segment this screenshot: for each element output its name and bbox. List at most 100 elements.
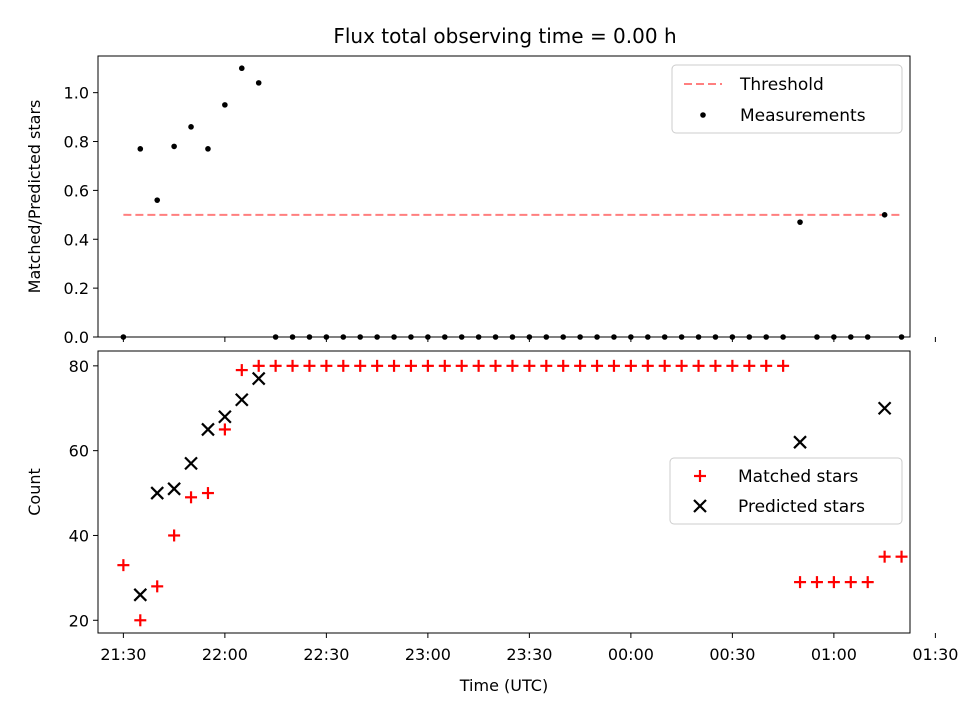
measurement-point xyxy=(594,334,600,340)
matched-star-point xyxy=(489,359,502,372)
bottom-x-tick-label: 22:30 xyxy=(303,645,349,664)
predicted-star-point xyxy=(150,486,164,500)
measurement-point xyxy=(391,334,397,340)
matched-star-point xyxy=(421,359,434,372)
measurement-point xyxy=(628,334,634,340)
matched-star-point xyxy=(726,359,739,372)
bottom-x-tick-label: 01:30 xyxy=(912,645,958,664)
measurement-point xyxy=(137,146,144,152)
measurement-point xyxy=(712,334,719,340)
top-legend: Threshold Measurements xyxy=(671,64,903,134)
bottom-y-tick-label: 60 xyxy=(69,442,89,461)
matched-star-point xyxy=(252,359,265,372)
predicted-star-point xyxy=(184,456,198,471)
measurement-point xyxy=(475,334,482,340)
measurement-point xyxy=(814,334,820,340)
bottom-panel: 20 40 60 80 21:30 22:00 22:30 23:00 23:30 00:00 00… xyxy=(25,350,958,695)
measurement-point xyxy=(695,334,702,340)
matched-star-point xyxy=(438,359,451,372)
bottom-x-tick-label: 22:00 xyxy=(202,645,248,664)
matched-star-point xyxy=(878,550,891,563)
top-y-tick-label: 0.4 xyxy=(64,230,89,249)
measurement-point xyxy=(864,334,871,340)
measurement-point xyxy=(205,146,211,152)
measurement-point xyxy=(678,334,685,340)
measurement-point xyxy=(188,124,194,130)
matched-star-point xyxy=(117,559,130,572)
matched-star-point xyxy=(557,359,570,372)
measurement-point xyxy=(661,334,668,340)
legend-measurements-swatch xyxy=(700,112,706,118)
matched-star-point xyxy=(675,359,688,372)
top-panel: 0.0 0.2 0.4 0.6 0.8 1.0 Matched/Predicted star… xyxy=(25,55,936,347)
matched-star-point xyxy=(743,359,756,372)
bottom-x-tick-label: 23:30 xyxy=(506,645,552,664)
legend-threshold-label: Threshold xyxy=(739,75,824,95)
predicted-star-point xyxy=(235,392,249,407)
measurement-point xyxy=(374,334,380,340)
measurement-point xyxy=(543,334,550,340)
measurement-point xyxy=(120,334,127,340)
matched-star-point xyxy=(861,576,874,589)
top-y-tick-label: 0.8 xyxy=(64,133,89,152)
bottom-x-tick-label: 01:00 xyxy=(811,645,857,664)
measurement-point xyxy=(780,334,786,340)
matched-star-point xyxy=(827,576,840,589)
matched-star-point xyxy=(286,359,299,372)
measurement-point xyxy=(746,334,753,340)
matched-star-point xyxy=(895,550,908,563)
matched-star-point xyxy=(235,364,248,377)
measurement-point xyxy=(763,334,770,340)
matched-star-point xyxy=(574,359,587,372)
measurement-point xyxy=(408,334,414,340)
matched-star-point xyxy=(168,529,181,542)
matched-star-point xyxy=(134,614,147,627)
measurement-point xyxy=(441,334,448,340)
measurement-point xyxy=(831,334,837,340)
predicted-star-point xyxy=(201,422,215,437)
matched-star-point xyxy=(371,359,384,372)
measurement-point xyxy=(847,334,854,340)
matched-star-point xyxy=(201,487,214,500)
top-y-tick-label: 0.2 xyxy=(64,279,89,298)
matched-star-point xyxy=(709,359,722,372)
matched-star-point xyxy=(794,576,807,589)
bottom-x-axis-label: Time (UTC) xyxy=(459,676,548,695)
measurement-point xyxy=(289,334,296,340)
measurement-point xyxy=(238,65,245,72)
matched-star-point xyxy=(624,359,637,372)
matched-star-point xyxy=(777,359,790,372)
measurement-point xyxy=(881,212,888,218)
measurement-point xyxy=(306,334,313,340)
matched-star-point xyxy=(607,359,620,372)
measurement-point xyxy=(898,334,905,340)
measurement-point xyxy=(729,334,736,340)
measurement-point xyxy=(255,80,262,86)
matched-star-point xyxy=(760,359,773,372)
bottom-x-tick-label: 00:00 xyxy=(608,645,654,664)
legend-matched-swatch xyxy=(694,470,706,482)
measurement-point xyxy=(357,334,364,340)
bottom-x-tick-label: 00:30 xyxy=(709,645,755,664)
matched-star-point xyxy=(810,576,823,589)
predicted-star-point xyxy=(218,409,232,424)
bottom-axes-frame xyxy=(97,350,911,634)
measurement-point xyxy=(560,334,567,340)
predicted-star-point xyxy=(877,401,892,416)
matched-star-point xyxy=(320,359,333,372)
predicted-star-point xyxy=(251,371,266,386)
predicted-star-point xyxy=(167,482,181,496)
matched-star-point xyxy=(388,359,401,372)
top-chart-title: Flux total observing time = 0.00 h xyxy=(333,24,676,48)
top-axes-frame xyxy=(97,55,911,338)
matched-star-point xyxy=(472,359,485,372)
matched-star-point xyxy=(591,359,604,372)
legend-measurements-label: Measurements xyxy=(740,106,866,126)
matched-star-point xyxy=(844,576,857,589)
measurement-point xyxy=(644,334,651,340)
bottom-y-tick-label: 40 xyxy=(69,526,89,545)
measurement-point xyxy=(425,334,431,340)
measurement-point xyxy=(611,334,617,340)
matched-star-point xyxy=(151,580,164,593)
bottom-y-tick-label: 20 xyxy=(69,611,89,630)
